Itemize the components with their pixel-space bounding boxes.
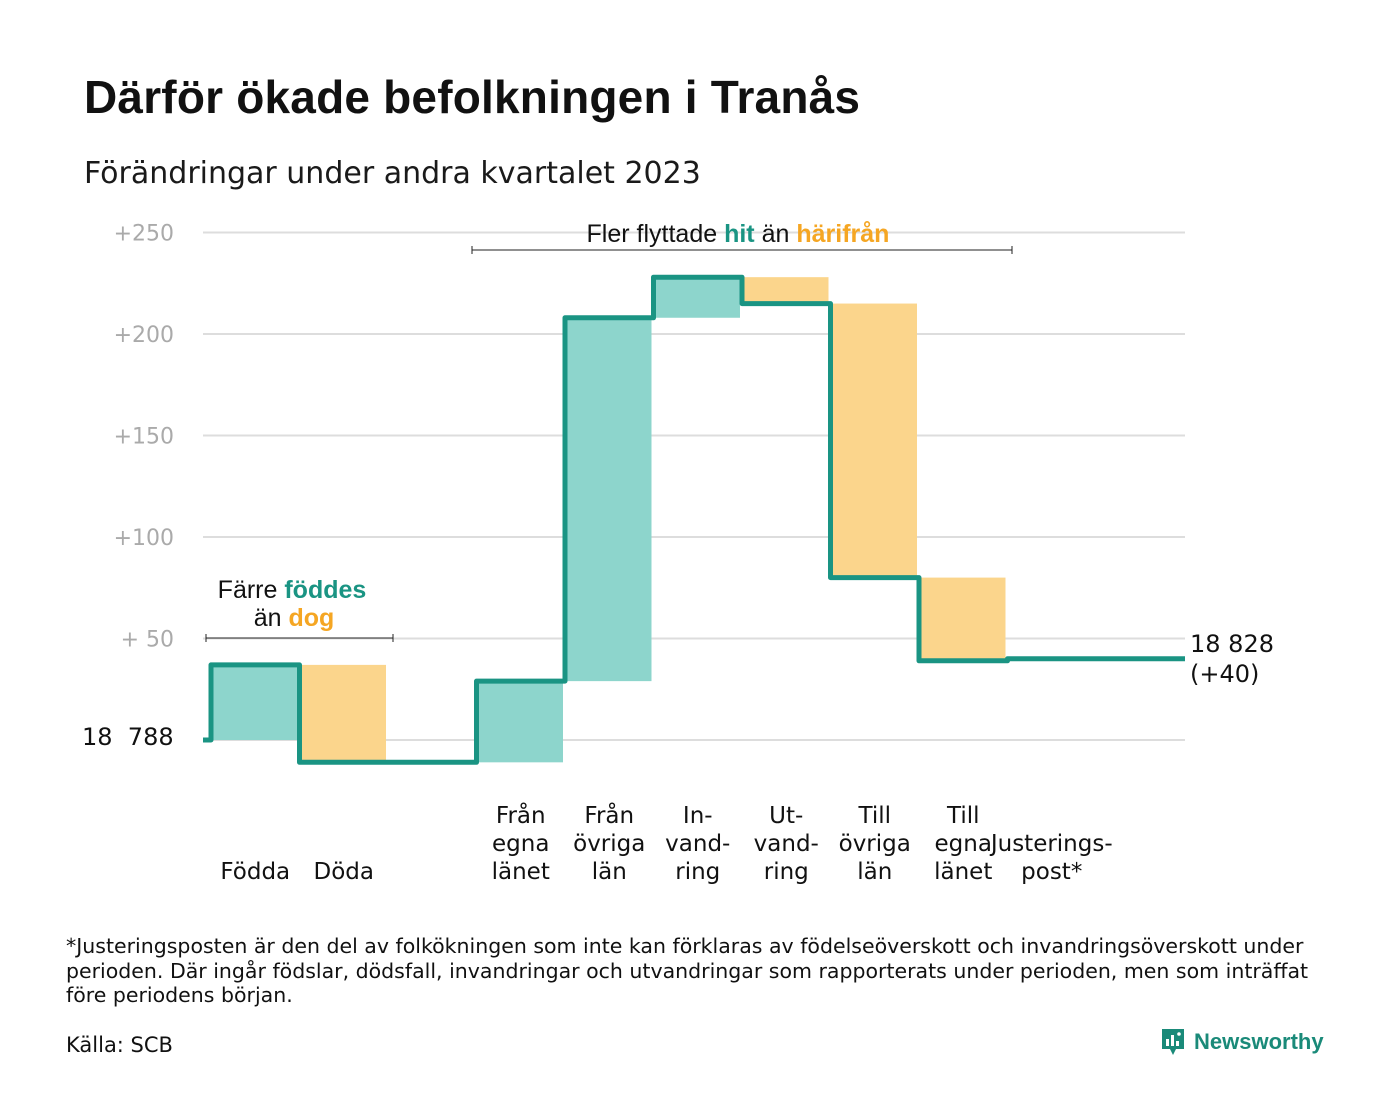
brand-name: Newsworthy — [1194, 1029, 1324, 1054]
bar-8 — [919, 577, 1006, 661]
waterfall-chart: + 50+100+150+200+250 Födda DödaFrånegnalä… — [82, 220, 1274, 885]
x-label: ring — [675, 859, 720, 885]
bar-7 — [830, 303, 917, 578]
brand-logo[interactable]: Newsworthy — [1160, 1027, 1324, 1057]
y-tick-label: +150 — [114, 425, 174, 450]
x-label: Till — [857, 803, 891, 829]
x-label: länet — [934, 859, 992, 885]
x-label: egna — [935, 831, 992, 857]
bar-4 — [565, 317, 652, 682]
x-label: Ut- — [769, 803, 803, 829]
start-value-label: 18 788 — [82, 723, 174, 751]
natural-annotation-dog: dog — [288, 604, 334, 632]
natural-annotation-prefix2: än — [254, 604, 282, 632]
end-change-label: (+40) — [1190, 660, 1259, 688]
footnote: *Justeringsposten är den del av folkökni… — [66, 934, 1309, 1008]
bar-5 — [653, 277, 740, 318]
x-axis-labels: Födda DödaFrånegnalänetFrånövrigalänIn-va… — [220, 801, 1112, 885]
y-axis-ticks: + 50 +100 +150 +200 +250 — [114, 222, 174, 653]
y-tick-label: +100 — [114, 526, 174, 551]
y-tick-label: +250 — [114, 222, 174, 247]
chart-title: Därför ökade befolkningen i Tranås — [84, 71, 861, 123]
x-label: post* — [1021, 859, 1082, 885]
x-label: egna — [492, 831, 549, 857]
end-value-label: 18 828 — [1190, 630, 1274, 658]
x-label: länet — [492, 859, 550, 885]
x-label: Döda — [314, 859, 374, 885]
migration-annotation-harifran: härifrån — [796, 220, 889, 248]
bar-6 — [742, 277, 829, 304]
chart-subtitle: Förändringar under andra kvartalet 2023 — [84, 156, 701, 191]
x-label: vand- — [754, 831, 819, 857]
x-label: län — [592, 859, 627, 885]
bar-1 — [299, 664, 386, 763]
x-label: övriga — [839, 831, 911, 857]
natural-annotation-foddes: föddes — [284, 576, 366, 604]
natural-annotation-prefix1: Färre — [218, 576, 278, 604]
migration-annotation-prefix: Fler flyttade — [587, 220, 718, 248]
natural-annotation-line1: Färre föddes — [218, 576, 367, 604]
bar-0 — [211, 664, 298, 740]
newsworthy-logo-icon — [1162, 1029, 1184, 1055]
x-label: In- — [683, 803, 713, 829]
cumulative-step-line — [203, 274, 1185, 765]
x-label: Från — [584, 801, 634, 829]
migration-annotation: Fler flyttade hit än härifrån — [587, 220, 890, 248]
natural-annotation-line2: än dog — [254, 604, 335, 632]
x-label: län — [857, 859, 892, 885]
migration-annotation-hit: hit — [724, 220, 755, 248]
bar-3 — [476, 681, 563, 763]
source-label: Källa: SCB — [66, 1033, 173, 1057]
waterfall-bars — [211, 277, 1006, 763]
x-label: Justerings- — [989, 831, 1113, 857]
x-label: Födda — [220, 859, 290, 885]
x-label: ring — [764, 859, 809, 885]
x-label: Till — [946, 803, 980, 829]
x-label: övriga — [573, 831, 645, 857]
y-tick-label: +200 — [114, 323, 174, 348]
x-label: Från — [496, 801, 546, 829]
migration-annotation-middle: än — [762, 220, 790, 248]
y-tick-label: + 50 — [121, 628, 174, 653]
x-label: vand- — [665, 831, 730, 857]
